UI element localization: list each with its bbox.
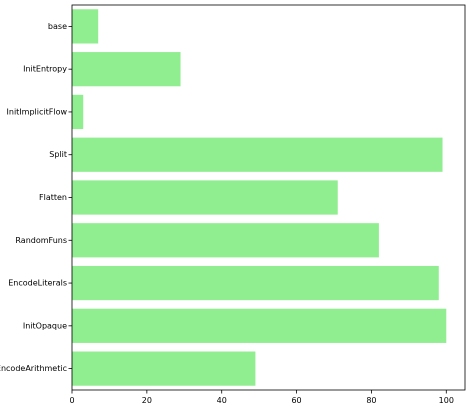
bar-InitOpaque (72, 308, 447, 343)
y-tick-label: EncodeArithmetic (0, 364, 67, 373)
bar-InitImplicitFlow (72, 94, 84, 130)
x-tick-label: 100 (439, 396, 454, 405)
y-tick-label: Split (49, 150, 67, 159)
x-tick-label: 80 (366, 396, 376, 405)
y-tick-label: InitEntropy (23, 65, 67, 74)
y-tick-label: base (48, 22, 67, 31)
y-tick-label: Flatten (39, 193, 67, 202)
bar-Split (72, 137, 443, 172)
x-tick-label: 20 (142, 396, 152, 405)
bar-base (72, 9, 99, 44)
bar-Flatten (72, 180, 338, 215)
bar-EncodeArithmetic (72, 351, 256, 386)
y-tick-label: RandomFuns (15, 236, 67, 245)
x-tick-label: 40 (217, 396, 227, 405)
x-tick-label: 0 (69, 396, 74, 405)
y-tick-label: EncodeLiterals (8, 279, 67, 288)
bar-RandomFuns (72, 223, 379, 258)
y-axis: base InitEntropy InitImplicitFlow Split Flat… (0, 22, 72, 373)
y-tick-label: InitOpaque (23, 321, 67, 330)
plot-frame (71, 4, 466, 391)
x-axis: 0 20 40 60 80 100 (69, 390, 454, 405)
bar-InitEntropy (72, 52, 181, 87)
bars-layer (72, 9, 447, 386)
bar-EncodeLiterals (72, 265, 439, 301)
x-tick-label: 60 (291, 396, 301, 405)
y-tick-label: InitImplicitFlow (7, 107, 68, 116)
